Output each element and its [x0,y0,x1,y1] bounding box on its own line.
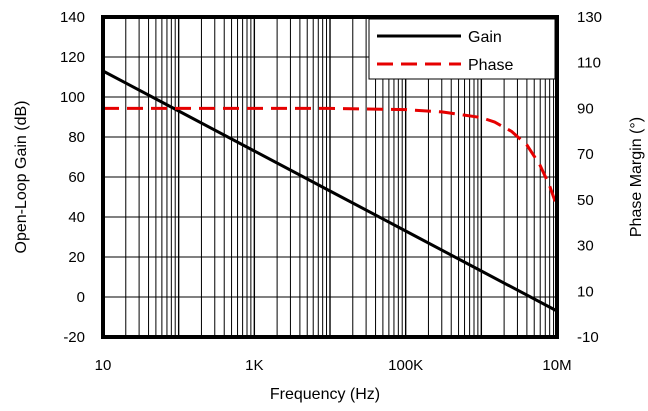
x-tick-label: 10 [95,357,112,374]
x-tick-label: 10M [542,357,571,374]
y-right-tick-label: 70 [577,146,594,163]
x-tick-label: 100K [388,357,423,374]
y-left-tick-label: 60 [68,169,85,186]
series-line-gain [102,69,558,313]
y-left-tick-label: 100 [60,89,85,106]
y-left-tick-label: 80 [68,129,85,146]
y-right-tick-label: 130 [577,9,602,26]
series-line-phase [103,106,559,208]
y-right-tick-label: 10 [577,283,594,300]
y-right-tick-label: 50 [577,192,594,209]
legend: Gain Phase [368,18,556,80]
y-left-tick-label: 40 [68,209,85,226]
legend-box [368,18,556,80]
y-left-tick-label: 0 [77,289,85,306]
x-tick-labels: 10 1K 100K 10M [95,357,572,374]
y-right-tick-label: 110 [577,55,601,72]
y-right-axis-title: Phase Margin (°) [628,117,645,237]
y-right-tick-label: -10 [577,329,599,346]
y-left-axis-title: Open-Loop Gain (dB) [13,101,30,254]
legend-label-phase: Phase [468,57,513,74]
y-right-tick-labels: -10 10 30 50 70 90 110 130 [577,9,602,346]
y-left-tick-label: -20 [63,329,85,346]
x-axis-title: Frequency (Hz) [270,386,380,403]
y-left-tick-label: 20 [68,249,85,266]
grid [103,17,557,337]
y-right-tick-label: 30 [577,238,594,255]
y-left-tick-label: 120 [60,49,85,66]
legend-label-gain: Gain [468,29,502,46]
y-right-tick-label: 90 [577,100,594,117]
series-layer [102,69,559,313]
x-tick-label: 1K [245,357,263,374]
plot-frame [101,15,559,339]
y-left-tick-label: 140 [60,9,85,26]
y-left-tick-labels: -20 0 20 40 60 80 100 120 140 [60,9,85,346]
